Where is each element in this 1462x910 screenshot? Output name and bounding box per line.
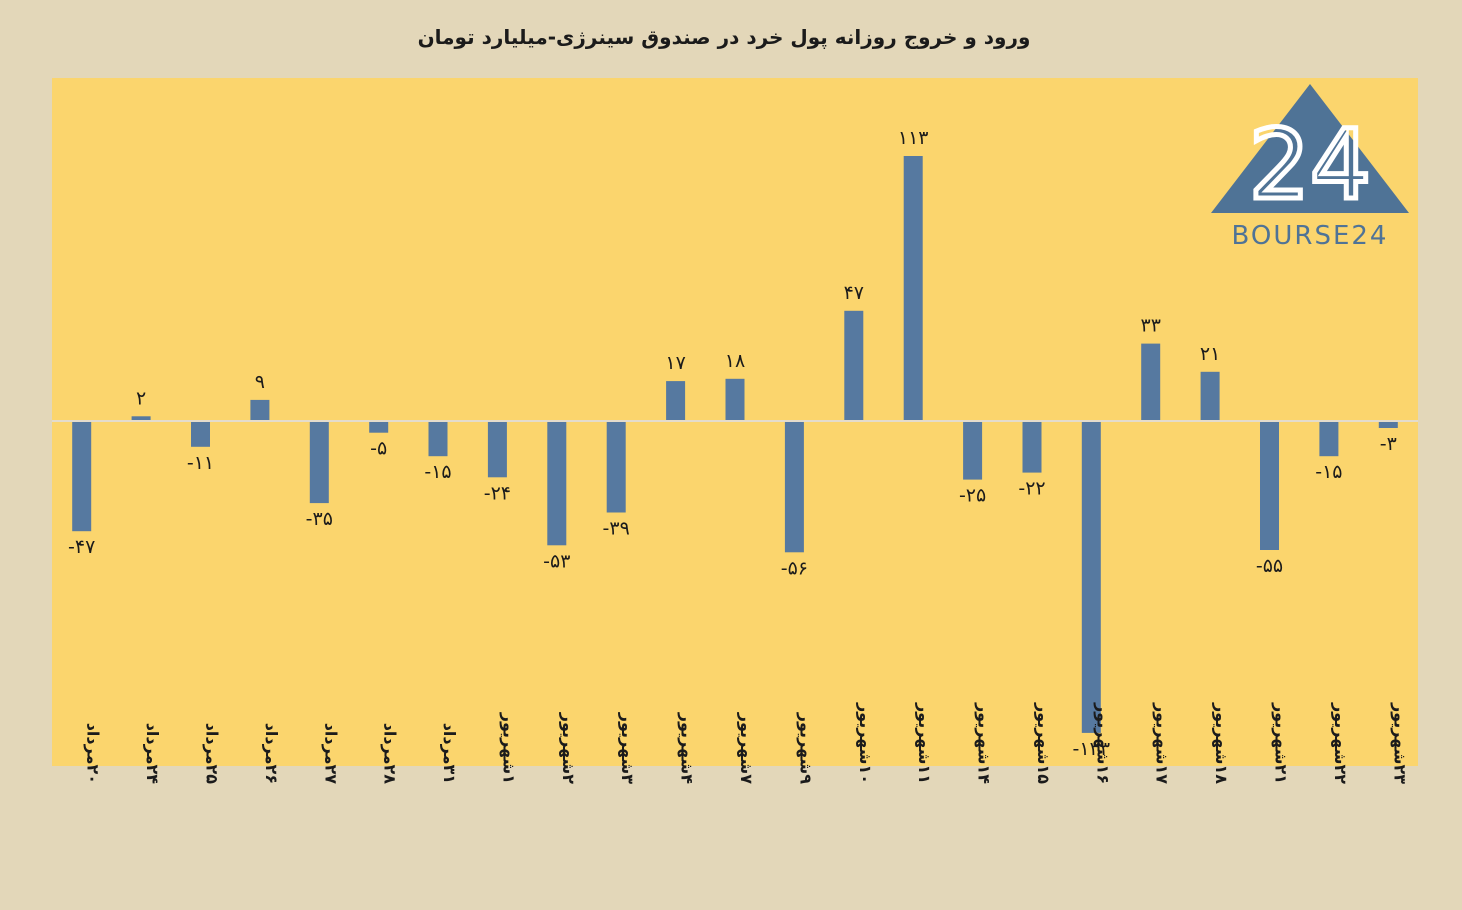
category-label: ۲۵مرداد [203, 723, 222, 785]
category-label: ۲۶مرداد [262, 723, 281, 784]
bar-value-label: ۱۸ [725, 350, 745, 372]
category-label: ۳شهریور [618, 712, 637, 785]
bar-value-label: ۳۳ [1140, 315, 1160, 337]
bar-value-label: -۲۵ [959, 485, 986, 507]
bar [1022, 421, 1042, 473]
chart-title: ورود و خروج روزانه پول خرد در صندوق سینر… [418, 25, 1031, 50]
bar [428, 421, 448, 457]
category-label: ۲۴مرداد [143, 723, 162, 785]
logo-text: BOURSE24 [1232, 221, 1389, 251]
bar [1319, 421, 1339, 457]
category-label: ۲۳شهریور [1390, 702, 1409, 784]
bar [903, 156, 923, 421]
category-label: ۳۱مرداد [440, 723, 459, 784]
bar-value-label: -۱۳۳ [1073, 738, 1110, 760]
bar [784, 421, 804, 553]
category-label: ۲۷مرداد [321, 723, 340, 785]
category-label: ۱۱شهریور [915, 702, 934, 784]
bars-group [72, 156, 1398, 733]
bar-value-label: -۱۵ [1315, 461, 1342, 483]
bar-value-label: ۱۷ [665, 352, 685, 374]
bar [606, 421, 626, 513]
category-label: ۱شهریور [499, 712, 518, 784]
category-label: ۱۴شهریور [975, 702, 994, 784]
bar-value-label: -۳۵ [306, 508, 333, 530]
bar-value-label: ۲۱ [1200, 343, 1220, 365]
category-label: ۲۲شهریور [1331, 702, 1350, 784]
bar [1260, 421, 1279, 550]
bar [1141, 343, 1161, 421]
bar [725, 378, 745, 421]
bar [309, 421, 329, 504]
bar [963, 421, 983, 480]
bar-value-label: -۵۳ [543, 550, 570, 572]
category-label: ۱۰شهریور [856, 702, 875, 784]
logo-mark: 24 [1249, 109, 1371, 221]
bar-value-label: -۳۹ [603, 518, 630, 540]
bar [547, 421, 567, 546]
bar-value-label: -۵۶ [781, 557, 808, 579]
bourse24-logo: 24 BOURSE24 [1211, 84, 1409, 251]
bar-value-label: -۳ [1380, 433, 1397, 455]
bar-value-label: -۴۷ [68, 536, 95, 558]
bar [72, 421, 92, 532]
category-label: ۲شهریور [559, 712, 578, 785]
category-label: ۲۸مرداد [381, 723, 400, 785]
bar [131, 416, 151, 421]
bar [487, 421, 507, 478]
bar [250, 399, 270, 421]
bar-value-label: -۵۵ [1256, 555, 1283, 577]
category-label: ۱۷شهریور [1153, 702, 1172, 784]
bar-value-label: ۲ [136, 387, 146, 409]
bar-value-label: ۱۱۳ [898, 127, 929, 149]
logo-triangle-shape [1211, 84, 1409, 213]
bar [666, 381, 686, 421]
bar-value-label: -۲۴ [484, 482, 511, 504]
bar-value-label: -۵ [370, 438, 387, 460]
category-label: ۲۱شهریور [1272, 702, 1291, 784]
category-labels: ۲۰مرداد ۲۴مرداد ۲۵مرداد ۲۶مرداد ۲۷مرداد ۲۸مرد… [84, 702, 1410, 784]
category-label: ۱۵شهریور [1034, 702, 1053, 784]
bar [369, 421, 389, 433]
category-label: ۱۸شهریور [1212, 702, 1231, 784]
category-label: ۲۰مرداد [84, 723, 103, 784]
bar [844, 310, 864, 421]
bar [1200, 371, 1220, 421]
bar-value-label: ۴۷ [844, 282, 864, 304]
bar [191, 421, 210, 447]
bar [1081, 421, 1101, 733]
value-labels: -۴۷ ۲ -۱۱ ۹ -۳۵ -۵ -۱۵ -۲۴ -۵۳ -۳۹ ۱۷ ۱۸ -۵۶ ۴۷ ۱۱۳ -۲۵… [68, 127, 1397, 760]
category-label: ۹شهریور [796, 712, 815, 785]
bar-value-label: -۲۲ [1018, 478, 1045, 500]
bar-value-label: ۹ [255, 371, 265, 393]
category-label: ۴شهریور [678, 712, 697, 785]
category-label: ۷شهریور [737, 712, 756, 785]
bar-value-label: -۱۵ [424, 461, 451, 483]
category-label: ۱۶شهریور [1093, 702, 1112, 784]
bar-value-label: -۱۱ [187, 452, 214, 474]
bar [1378, 421, 1398, 428]
